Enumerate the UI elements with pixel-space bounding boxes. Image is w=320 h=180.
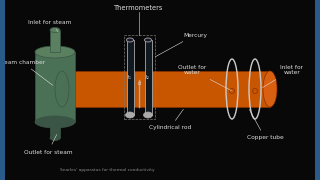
Text: Mercury: Mercury <box>156 33 207 57</box>
Bar <box>145 40 151 115</box>
Text: t₂: t₂ <box>146 75 150 80</box>
Ellipse shape <box>125 112 134 118</box>
Ellipse shape <box>229 89 235 93</box>
Ellipse shape <box>50 28 60 33</box>
Text: t₁: t₁ <box>128 75 132 80</box>
Text: Searles' apparatus for thermal conductivity: Searles' apparatus for thermal conductiv… <box>60 168 155 172</box>
Ellipse shape <box>126 38 133 42</box>
Ellipse shape <box>35 116 75 128</box>
Bar <box>35 52 75 122</box>
Bar <box>50 30 60 52</box>
Text: Outlet for steam: Outlet for steam <box>24 134 72 154</box>
Ellipse shape <box>35 46 75 58</box>
Text: Thermometers: Thermometers <box>114 5 164 11</box>
Ellipse shape <box>143 112 153 118</box>
Bar <box>62 71 270 107</box>
Bar <box>315 0 320 180</box>
Text: d: d <box>137 81 140 86</box>
Text: Steam chamber: Steam chamber <box>0 60 53 85</box>
Ellipse shape <box>263 71 277 107</box>
Ellipse shape <box>145 38 151 42</box>
Text: Inlet for
water: Inlet for water <box>262 65 303 88</box>
Bar <box>126 40 133 115</box>
Text: Outlet for
water: Outlet for water <box>178 65 232 91</box>
Ellipse shape <box>55 71 69 107</box>
Ellipse shape <box>252 89 258 93</box>
Bar <box>0 0 5 180</box>
Text: Inlet for steam: Inlet for steam <box>28 19 72 32</box>
Text: Cylindrical rod: Cylindrical rod <box>149 109 191 130</box>
Text: Copper tube: Copper tube <box>247 109 284 141</box>
Ellipse shape <box>50 136 60 141</box>
Bar <box>50 122 60 138</box>
